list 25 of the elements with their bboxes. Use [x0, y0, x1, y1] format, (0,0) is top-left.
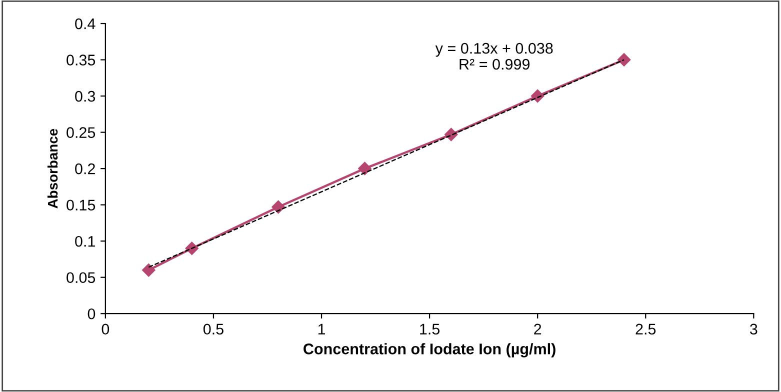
- y-tick-label: 0.35: [66, 54, 96, 66]
- point: [617, 53, 631, 66]
- point: [272, 200, 285, 214]
- point: [531, 89, 544, 103]
- x-tick-label: 2.5: [636, 324, 656, 335]
- x-tick-label: 3: [750, 324, 758, 335]
- y-tick-label: 0.3: [75, 90, 96, 102]
- point: [142, 264, 156, 277]
- x-tick-label: 1.5: [420, 324, 440, 335]
- annotation: y = 0.13x + 0.038: [435, 42, 553, 57]
- y-tick-label: 0.05: [66, 272, 96, 284]
- y-tick-label: 0.2: [75, 163, 95, 174]
- y-tick-label: 0.25: [66, 127, 96, 138]
- x-axis-title: Concentration of Iodate Ion (µg/ml): [304, 343, 556, 358]
- x-tick-label: 0.5: [203, 324, 224, 335]
- y-tick-label: 0: [88, 308, 96, 320]
- x-tick-label: 1: [318, 324, 326, 334]
- point: [358, 162, 372, 176]
- y-tick-label: 0.4: [75, 18, 96, 30]
- x-tick-label: 0: [102, 324, 110, 335]
- annotation: R² = 0.999: [460, 58, 530, 70]
- x-tick-label: 2: [534, 324, 542, 334]
- y-tick-label: 0.1: [75, 236, 95, 247]
- y-axis-title: Absorbance: [47, 128, 58, 208]
- y-tick-label: 0.15: [66, 200, 96, 211]
